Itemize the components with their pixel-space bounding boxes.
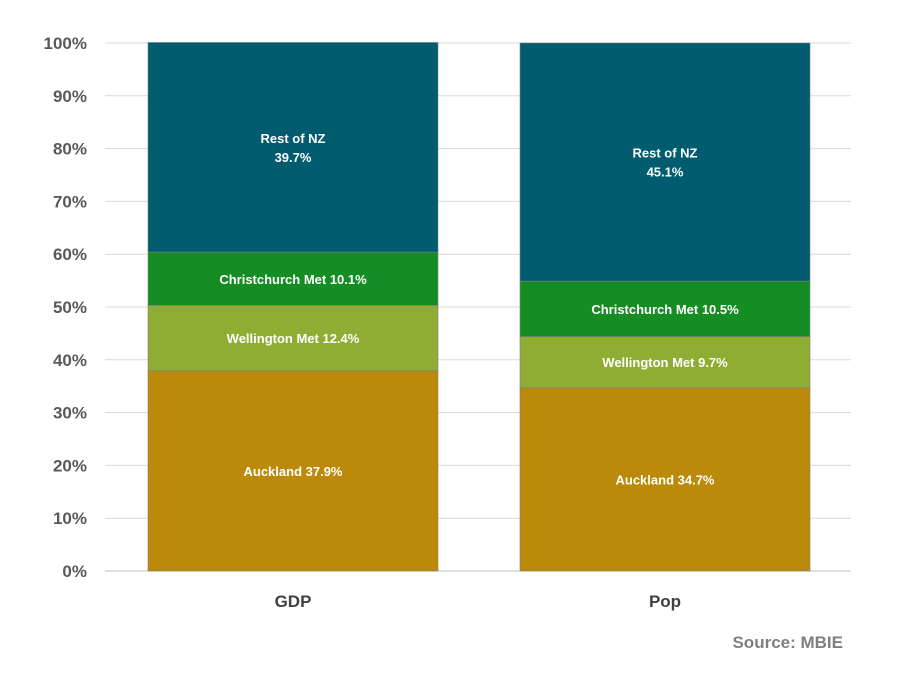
y-tick-label: 60% [53,245,87,264]
y-tick-label: 80% [53,140,87,159]
bar-segment-wellington-met-gdp [147,305,439,372]
data-label: Rest of NZ [261,131,326,146]
bar-segment-christchurch-met-pop [519,280,811,337]
bar-segment-rest-of-nz-pop [519,42,811,282]
y-tick-label: 40% [53,351,87,370]
y-tick-label: 100% [44,34,87,53]
y-tick-label: 70% [53,192,87,211]
bar-segment-wellington-met-pop [519,336,811,389]
bar-segment-auckland-pop [519,387,811,572]
y-tick-label: 30% [53,404,87,423]
bar-segment-christchurch-met-gdp [147,251,439,306]
source-note: Source: MBIE [732,633,843,652]
data-label: Auckland 34.7% [616,472,715,487]
data-label: Wellington Met 9.7% [602,355,728,370]
y-tick-label: 20% [53,456,87,475]
y-tick-label: 0% [62,562,87,581]
data-label: Wellington Met 12.4% [227,331,360,346]
data-label: 45.1% [647,165,684,180]
data-label: Christchurch Met 10.5% [591,302,739,317]
data-label: Rest of NZ [633,146,698,161]
x-category-label: GDP [275,592,312,611]
data-label: Christchurch Met 10.1% [219,272,367,287]
x-category-label: Pop [649,592,681,611]
bar-segment-rest-of-nz-gdp [147,42,439,253]
y-tick-label: 50% [53,298,87,317]
y-tick-label: 90% [53,87,87,106]
data-label: 39.7% [275,150,312,165]
data-label: Auckland 37.9% [244,464,343,479]
y-tick-label: 10% [53,509,87,528]
bar-segment-auckland-gdp [147,370,439,572]
